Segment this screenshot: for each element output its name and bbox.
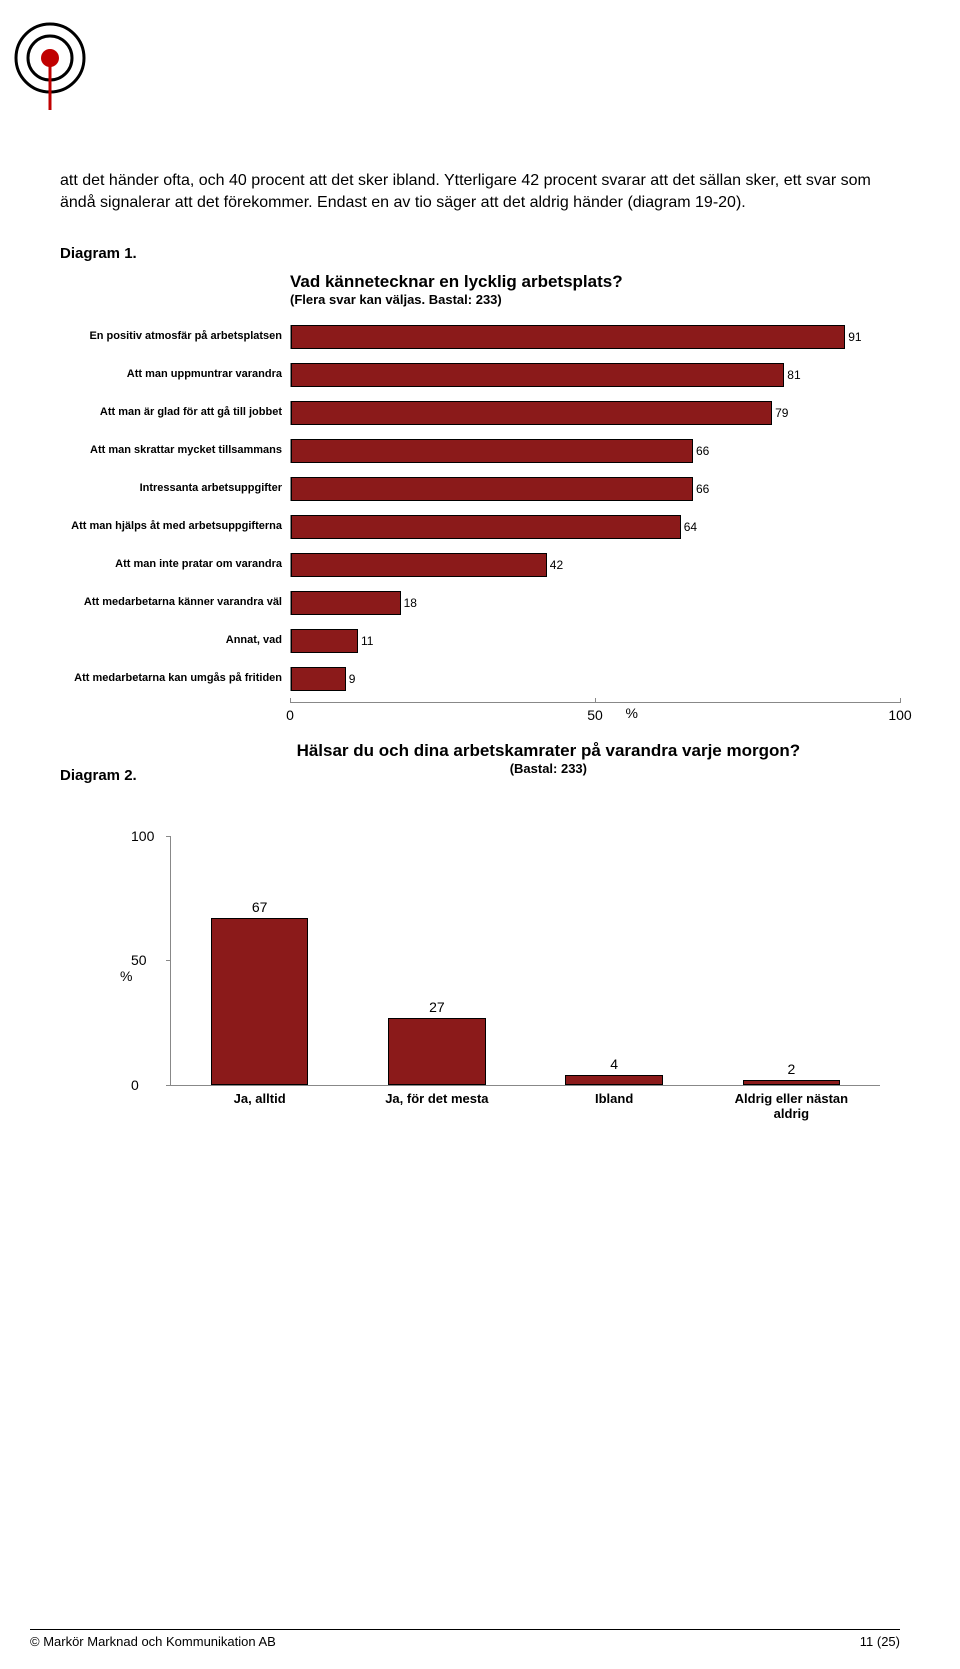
target-logo-icon bbox=[10, 20, 90, 120]
chart1-value-label: 11 bbox=[361, 634, 373, 648]
chart1-row: Intressanta arbetsuppgifter66 bbox=[60, 474, 900, 504]
chart1-value-label: 91 bbox=[848, 330, 861, 344]
chart1-category-label: Att medarbetarna kan umgås på fritiden bbox=[60, 672, 290, 685]
chart2-value-label: 2 bbox=[787, 1061, 795, 1077]
chart1-bar: 9 bbox=[291, 667, 346, 691]
chart1-row: Annat, vad11 bbox=[60, 626, 900, 656]
chart1-bar: 66 bbox=[291, 477, 693, 501]
diagram2-title: Hälsar du och dina arbetskamrater på var… bbox=[197, 741, 900, 761]
chart1-row: Att medarbetarna känner varandra väl18 bbox=[60, 588, 900, 618]
chart2-category-label: Ja, alltid bbox=[190, 1091, 330, 1107]
chart1-row: En positiv atmosfär på arbetsplatsen91 bbox=[60, 322, 900, 352]
chart1-row: Att man hjälps åt med arbetsuppgifterna6… bbox=[60, 512, 900, 542]
chart1-row: Att man uppmuntrar varandra81 bbox=[60, 360, 900, 390]
chart2-category-label: Ja, för det mesta bbox=[367, 1091, 507, 1107]
chart1-x-tick: 0 bbox=[286, 707, 294, 723]
footer-copyright: © Markör Marknad och Kommunikation AB bbox=[30, 1634, 276, 1649]
diagram2-label: Diagram 2. bbox=[60, 767, 137, 784]
chart1-category-label: Att medarbetarna känner varandra väl bbox=[60, 596, 290, 609]
chart2-value-label: 4 bbox=[610, 1056, 618, 1072]
diagram1-header: Vad kännetecknar en lycklig arbetsplats?… bbox=[290, 272, 900, 307]
chart1-row: Att man inte pratar om varandra42 bbox=[60, 550, 900, 580]
chart1-category-label: Att man är glad för att gå till jobbet bbox=[60, 406, 290, 419]
chart2-category-label: Aldrig eller nästan aldrig bbox=[721, 1091, 861, 1122]
chart1-category-label: Annat, vad bbox=[60, 634, 290, 647]
chart1-row: Att medarbetarna kan umgås på fritiden9 bbox=[60, 664, 900, 694]
diagram2-chart: % 05010067Ja, alltid27Ja, för det mesta4… bbox=[120, 836, 880, 1116]
chart1-value-label: 81 bbox=[787, 368, 800, 382]
chart1-x-tick: 100 bbox=[888, 707, 911, 723]
diagram1-x-axis: 050100% bbox=[290, 702, 900, 727]
diagram2-subtitle: (Bastal: 233) bbox=[197, 761, 900, 776]
chart1-category-label: Intressanta arbetsuppgifter bbox=[60, 482, 290, 495]
chart2-bar: 67 bbox=[211, 918, 308, 1085]
chart2-bar: 2 bbox=[743, 1080, 840, 1085]
chart2-bar: 4 bbox=[565, 1075, 662, 1085]
chart1-value-label: 66 bbox=[696, 444, 709, 458]
chart1-row: Att man är glad för att gå till jobbet79 bbox=[60, 398, 900, 428]
diagram1-subtitle: (Flera svar kan väljas. Bastal: 233) bbox=[290, 292, 900, 307]
chart1-value-label: 42 bbox=[550, 558, 563, 572]
chart1-category-label: Att man hjälps åt med arbetsuppgifterna bbox=[60, 520, 290, 533]
diagram1-chart: En positiv atmosfär på arbetsplatsen91At… bbox=[60, 322, 900, 694]
chart1-value-label: 18 bbox=[404, 596, 417, 610]
chart1-percent-symbol: % bbox=[626, 705, 638, 721]
chart1-category-label: Att man skrattar mycket tillsammans bbox=[60, 444, 290, 457]
chart2-category-label: Ibland bbox=[544, 1091, 684, 1107]
chart1-value-label: 64 bbox=[684, 520, 697, 534]
footer-page-number: 11 (25) bbox=[860, 1634, 900, 1649]
chart1-row: Att man skrattar mycket tillsammans66 bbox=[60, 436, 900, 466]
chart1-bar: 18 bbox=[291, 591, 401, 615]
chart1-x-tick: 50 bbox=[587, 707, 603, 723]
chart2-value-label: 27 bbox=[429, 999, 445, 1015]
chart1-bar: 81 bbox=[291, 363, 784, 387]
chart2-bar: 27 bbox=[388, 1018, 485, 1085]
chart2-y-tick: 50 bbox=[131, 952, 147, 968]
diagram1-label: Diagram 1. bbox=[60, 245, 900, 262]
chart1-value-label: 79 bbox=[775, 406, 788, 420]
chart1-bar: 11 bbox=[291, 629, 358, 653]
chart1-category-label: Att man uppmuntrar varandra bbox=[60, 368, 290, 381]
chart2-y-tick: 0 bbox=[131, 1077, 139, 1093]
chart1-category-label: Att man inte pratar om varandra bbox=[60, 558, 290, 571]
chart1-bar: 66 bbox=[291, 439, 693, 463]
diagram1-title: Vad kännetecknar en lycklig arbetsplats? bbox=[290, 272, 900, 292]
chart1-value-label: 66 bbox=[696, 482, 709, 496]
chart1-bar: 91 bbox=[291, 325, 845, 349]
chart2-y-tick: 100 bbox=[131, 828, 154, 844]
chart1-bar: 42 bbox=[291, 553, 547, 577]
chart1-value-label: 9 bbox=[349, 672, 356, 686]
diagram2-y-label: % bbox=[120, 968, 132, 984]
chart1-bar: 79 bbox=[291, 401, 772, 425]
chart1-bar: 64 bbox=[291, 515, 681, 539]
diagram2-header: Hälsar du och dina arbetskamrater på var… bbox=[197, 741, 900, 776]
body-paragraph: att det händer ofta, och 40 procent att … bbox=[60, 170, 900, 215]
chart2-value-label: 67 bbox=[252, 899, 268, 915]
chart1-category-label: En positiv atmosfär på arbetsplatsen bbox=[60, 330, 290, 343]
page-footer: © Markör Marknad och Kommunikation AB 11… bbox=[30, 1629, 900, 1649]
